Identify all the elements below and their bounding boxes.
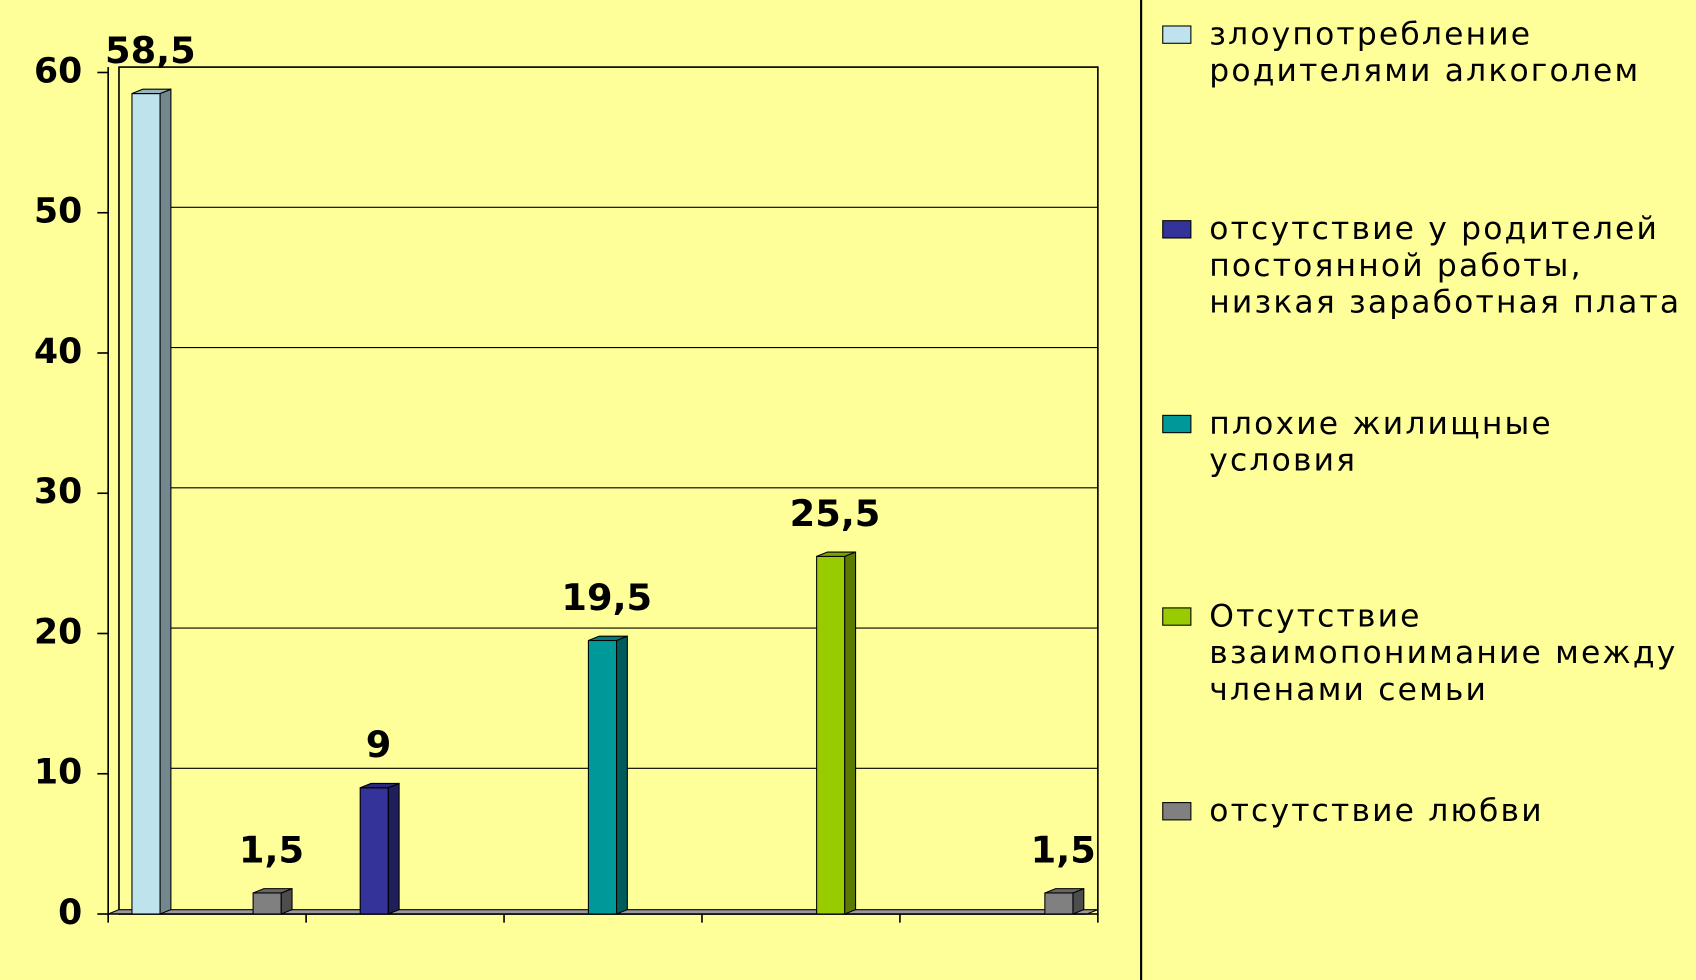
bar-top: [816, 551, 856, 557]
value-label: 58,5: [105, 29, 196, 72]
legend-swatch: [1162, 220, 1192, 239]
bar: [816, 551, 857, 915]
bar-top: [588, 635, 628, 642]
legend-swatch: [1162, 607, 1192, 626]
y-tick-label: 50: [34, 192, 82, 232]
bar: [587, 635, 628, 915]
bar-top: [252, 888, 293, 894]
legend-entry: отсутствие любви: [1209, 791, 1544, 829]
value-label: 9: [366, 723, 392, 766]
bar-front: [1044, 892, 1074, 915]
y-tick-label: 10: [34, 753, 82, 793]
legend-entry: плохие жилищные условия: [1209, 404, 1553, 479]
legend-label: Отсутствие взаимопонимание между членами…: [1209, 597, 1678, 708]
legend-entry: отсутствие у родителей постоянной работы…: [1209, 209, 1682, 321]
y-tick-label: 0: [58, 893, 82, 933]
bar-side: [844, 551, 857, 915]
y-tick-label: 40: [34, 332, 82, 372]
bar-side: [615, 635, 628, 915]
bar-front: [587, 639, 618, 915]
value-label: 19,5: [561, 576, 652, 619]
bar-front: [131, 92, 161, 915]
legend-label: плохие жилищные условия: [1209, 404, 1553, 479]
bar-front: [816, 555, 846, 915]
legend-label: отсутствие у родителей постоянной работы…: [1209, 209, 1682, 321]
bar-top: [131, 88, 172, 95]
legend-label: злоупотребление родителями алкоголем: [1209, 15, 1641, 89]
legend-swatch: [1162, 414, 1192, 434]
bar: [252, 887, 293, 915]
legend-entry: Отсутствие взаимопонимание между членами…: [1209, 597, 1678, 708]
y-tick-label: 20: [34, 612, 82, 652]
bar-top: [1044, 888, 1084, 894]
bar: [359, 782, 400, 915]
bar-front: [359, 787, 389, 915]
bar-top: [359, 782, 400, 789]
legend-label: отсутствие любви: [1209, 791, 1544, 829]
y-tick-label: 30: [34, 472, 82, 512]
bar: [1044, 887, 1085, 915]
legend-swatch: [1162, 802, 1192, 821]
bar-front: [252, 892, 282, 915]
bar-side: [387, 782, 400, 915]
y-tick-label: 60: [34, 51, 82, 91]
value-label: 1,5: [1031, 828, 1096, 871]
bar: [131, 88, 172, 915]
bar-side: [159, 88, 172, 915]
legend-entry: злоупотребление родителями алкоголем: [1209, 15, 1641, 89]
legend-swatch: [1162, 25, 1192, 44]
value-label: 25,5: [790, 492, 881, 535]
value-label: 1,5: [239, 828, 304, 871]
